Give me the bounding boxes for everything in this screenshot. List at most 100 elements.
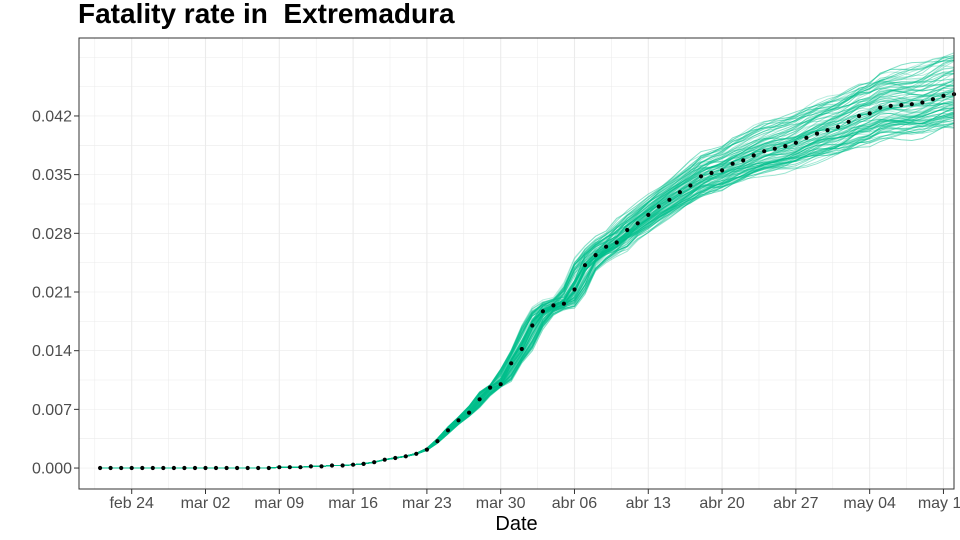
observed-point xyxy=(329,463,335,468)
x-tick-label: mar 23 xyxy=(402,495,452,512)
observed-point xyxy=(372,460,377,465)
observed-point xyxy=(424,447,429,452)
observed-point xyxy=(793,140,799,145)
simulation-line xyxy=(100,117,955,469)
observed-point xyxy=(488,385,493,390)
observed-point xyxy=(530,323,535,328)
observed-point xyxy=(98,465,103,471)
y-tick-label: 0.021 xyxy=(32,285,72,302)
observed-point xyxy=(171,465,176,471)
simulation-line xyxy=(100,111,955,469)
simulation-line xyxy=(100,69,955,469)
simulation-line xyxy=(100,123,955,469)
observed-point xyxy=(340,463,345,468)
simulation-line xyxy=(100,101,955,469)
observed-point xyxy=(846,119,851,124)
simulation-line xyxy=(100,106,955,469)
observed-point xyxy=(646,212,651,217)
simulation-line xyxy=(100,117,955,469)
observed-point xyxy=(456,418,461,423)
simulation-line xyxy=(100,108,955,469)
x-tick-label: mar 02 xyxy=(181,495,231,512)
y-tick-label: 0.035 xyxy=(32,167,72,184)
simulation-line xyxy=(100,119,955,469)
observed-point xyxy=(414,451,419,456)
observed-point xyxy=(477,397,482,402)
observed-point xyxy=(561,301,567,306)
simulation-line xyxy=(100,108,955,469)
simulation-line xyxy=(100,56,955,469)
observed-point xyxy=(403,454,408,459)
x-tick-label: may 04 xyxy=(843,495,896,512)
observed-point xyxy=(256,465,261,471)
simulation-line xyxy=(100,125,955,469)
simulation-line xyxy=(100,121,955,469)
observed-point xyxy=(772,146,777,151)
observed-point xyxy=(224,465,229,471)
simulation-line xyxy=(100,89,955,469)
observed-point xyxy=(751,153,756,158)
observed-point xyxy=(593,253,598,258)
observed-point xyxy=(677,190,683,195)
observed-point xyxy=(857,113,862,119)
observed-point xyxy=(941,93,946,98)
observed-point xyxy=(435,439,440,444)
simulation-line xyxy=(100,116,955,469)
observed-point xyxy=(888,103,893,108)
observed-point xyxy=(909,102,914,107)
x-tick-label: mar 30 xyxy=(476,495,526,512)
panel-border xyxy=(78,37,955,490)
simulation-line xyxy=(100,112,955,469)
simulation-line xyxy=(100,52,955,469)
observed-point xyxy=(582,263,588,268)
observed-point xyxy=(730,161,735,166)
observed-point xyxy=(351,462,356,467)
y-tick-label: 0.042 xyxy=(32,108,72,125)
observed-point xyxy=(161,465,166,471)
simulation-line xyxy=(100,120,955,469)
y-tick-label: 0.028 xyxy=(32,226,72,243)
observed-point xyxy=(498,382,503,387)
observed-point xyxy=(119,465,124,471)
simulation-line xyxy=(100,60,955,469)
simulation-line xyxy=(100,89,955,469)
y-tick-label: 0.014 xyxy=(32,343,72,360)
observed-point xyxy=(182,465,187,471)
y-axis: 0.000 0.007 0.014 0.021 0.028 0.035 0.042 xyxy=(32,108,79,478)
observed-point xyxy=(709,170,714,176)
x-tick-label: abr 13 xyxy=(626,495,671,512)
simulation-line xyxy=(100,114,955,469)
observed-point xyxy=(266,465,271,471)
observed-point xyxy=(804,135,809,140)
x-axis-title: Date xyxy=(495,513,537,535)
observed-point xyxy=(899,103,904,108)
observed-point xyxy=(277,465,282,470)
observed-point xyxy=(762,149,767,154)
x-tick-label: abr 27 xyxy=(773,495,818,512)
observed-point xyxy=(140,465,145,471)
observed-point xyxy=(698,174,704,179)
observed-point xyxy=(108,465,113,471)
observed-point xyxy=(382,457,387,462)
simulation-line xyxy=(100,106,955,469)
observed-point xyxy=(878,105,883,110)
simulation-line xyxy=(100,90,955,469)
observed-point xyxy=(540,309,546,314)
simulation-lines xyxy=(100,52,955,469)
y-tick-label: 0.000 xyxy=(32,461,72,478)
observed-point xyxy=(298,465,303,470)
simulation-line xyxy=(100,113,955,469)
simulation-line xyxy=(100,107,955,469)
observed-point xyxy=(572,287,577,292)
simulation-line xyxy=(100,107,955,469)
observed-point xyxy=(551,303,556,308)
observed-point xyxy=(835,124,841,129)
observed-point xyxy=(867,111,872,116)
simulation-line xyxy=(100,89,955,469)
observed-point xyxy=(814,131,820,136)
observed-point xyxy=(203,465,208,471)
observed-point xyxy=(192,465,198,471)
simulation-line xyxy=(100,113,955,469)
x-tick-label: mar 16 xyxy=(328,495,378,512)
